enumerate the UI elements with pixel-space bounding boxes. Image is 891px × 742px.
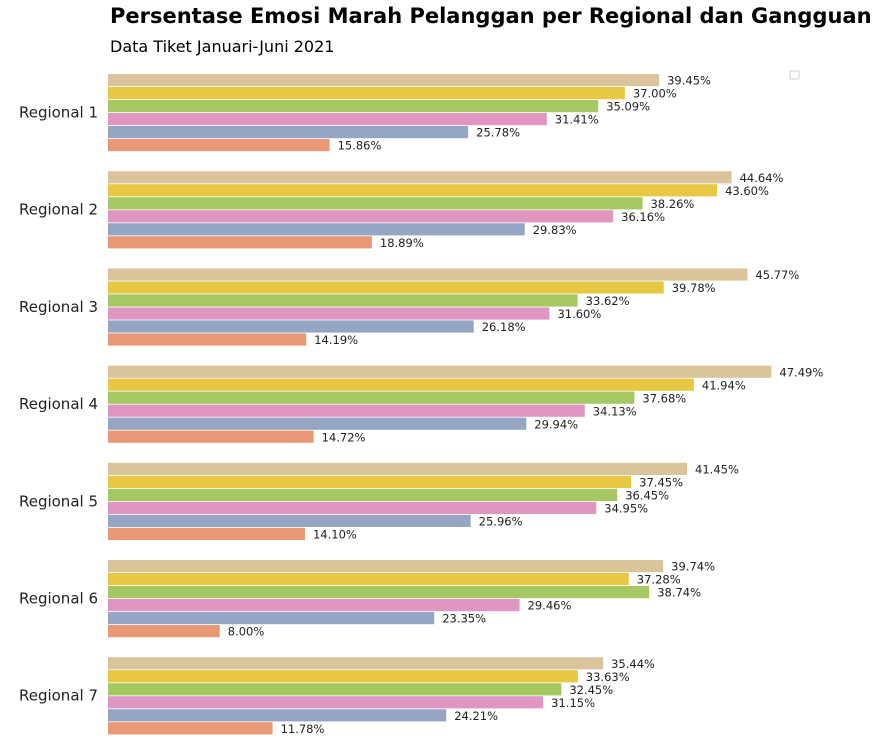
- labels-layer: Regional 1 39.45%37.00%35.09% 31.41% 25.78%…: [19, 74, 823, 736]
- bar: [108, 113, 547, 126]
- bar: [108, 501, 597, 514]
- data-label: 31.41%: [555, 113, 599, 127]
- legend-box: [789, 70, 800, 80]
- data-label: 45.77%: [755, 268, 799, 282]
- bar: [108, 365, 772, 378]
- bar: [108, 126, 469, 139]
- data-label: 38.74%: [657, 586, 701, 600]
- data-label: 15.86%: [338, 139, 382, 153]
- data-label: 44.64%: [740, 171, 784, 185]
- data-label: 36.45%: [625, 489, 669, 503]
- bar: [108, 87, 625, 100]
- bar: [108, 268, 748, 281]
- category-label: Regional 2: [19, 201, 98, 219]
- data-label: 29.83%: [533, 223, 577, 237]
- data-label: 29.94%: [534, 417, 578, 431]
- bars-layer: [108, 74, 772, 735]
- chart-subtitle: Data Tiket Januari-Juni 2021: [110, 37, 335, 56]
- data-label: 11.78%: [281, 722, 325, 736]
- data-label: 43.60%: [725, 184, 769, 198]
- bar: [108, 709, 447, 722]
- bar: [108, 378, 694, 391]
- data-label: 38.26%: [650, 197, 694, 211]
- bar: [108, 514, 471, 527]
- bar: [108, 625, 220, 638]
- data-label: 37.00%: [633, 87, 677, 101]
- bar: [108, 527, 305, 540]
- data-label: 39.78%: [672, 281, 716, 295]
- data-label: 8.00%: [228, 625, 265, 639]
- data-label: 33.63%: [586, 670, 630, 684]
- data-label: 29.46%: [528, 599, 572, 613]
- bar: [108, 223, 525, 236]
- bar: [108, 475, 632, 488]
- data-label: 41.94%: [702, 378, 746, 392]
- bar: [108, 404, 585, 417]
- bar: [108, 307, 550, 320]
- data-label: 25.78%: [476, 126, 520, 140]
- bar: [108, 722, 273, 735]
- data-label: 26.18%: [482, 320, 526, 334]
- data-label: 31.60%: [557, 307, 601, 321]
- data-label: 36.16%: [621, 210, 665, 224]
- data-label: 33.62%: [586, 294, 630, 308]
- bar: [108, 488, 618, 501]
- bar: [108, 74, 660, 87]
- bar: [108, 197, 643, 210]
- data-label: 35.44%: [611, 657, 655, 671]
- category-label: Regional 3: [19, 298, 98, 316]
- category-label: Regional 1: [19, 104, 98, 122]
- bar: [108, 139, 330, 152]
- data-label: 14.19%: [314, 333, 358, 347]
- data-label: 37.45%: [639, 476, 683, 490]
- category-label: Regional 7: [19, 687, 98, 705]
- bar: [108, 612, 435, 625]
- bar: [108, 696, 544, 709]
- bar: [108, 462, 688, 475]
- bar: [108, 210, 614, 223]
- category-label: Regional 6: [19, 590, 98, 608]
- bar: [108, 670, 578, 683]
- bar: [108, 236, 372, 249]
- data-label: 18.89%: [380, 236, 424, 250]
- data-label: 14.10%: [313, 528, 357, 542]
- bar: [108, 599, 520, 612]
- data-label: 34.13%: [593, 404, 637, 418]
- data-label: 14.72%: [322, 430, 366, 444]
- category-label: Regional 4: [19, 395, 98, 413]
- bar: [108, 573, 629, 586]
- data-label: 39.74%: [671, 560, 715, 574]
- bar: [108, 430, 314, 443]
- bar: [108, 171, 732, 184]
- bar: [108, 294, 578, 307]
- bar: [108, 586, 650, 599]
- bar: [108, 184, 718, 197]
- chart-title: Persentase Emosi Marah Pelanggan per Reg…: [110, 4, 872, 28]
- data-label: 34.95%: [604, 502, 648, 516]
- data-label: 41.45%: [695, 463, 739, 477]
- bar: [108, 100, 599, 113]
- bar: [108, 320, 474, 333]
- data-label: 39.45%: [667, 74, 711, 88]
- data-label: 35.09%: [606, 100, 650, 114]
- data-label: 25.96%: [479, 515, 523, 529]
- bar: [108, 683, 562, 696]
- bar: [108, 391, 635, 404]
- bar: [108, 560, 664, 573]
- bar: [108, 417, 527, 430]
- data-label: 24.21%: [454, 709, 498, 723]
- bar: [108, 657, 604, 670]
- data-label: 37.68%: [642, 391, 686, 405]
- category-label: Regional 5: [19, 492, 98, 510]
- data-label: 23.35%: [442, 612, 486, 626]
- bar: [108, 281, 664, 294]
- data-label: 37.28%: [637, 573, 681, 587]
- data-label: 47.49%: [779, 365, 823, 379]
- data-label: 31.15%: [551, 696, 595, 710]
- data-label: 32.45%: [569, 683, 613, 697]
- bar: [108, 333, 307, 346]
